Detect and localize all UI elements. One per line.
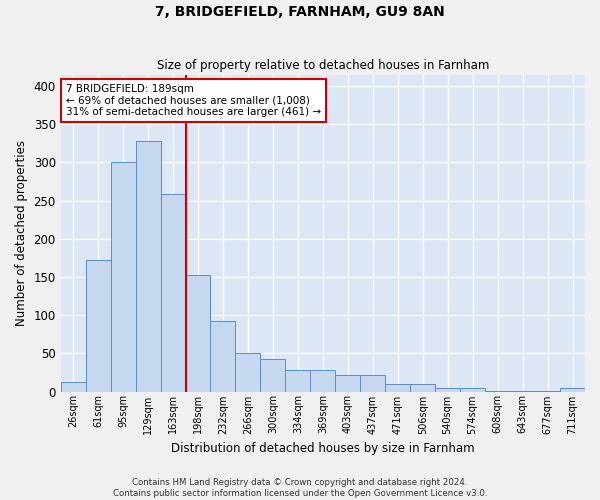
- Bar: [410, 384, 435, 392]
- Bar: [460, 388, 485, 392]
- Bar: [385, 384, 410, 392]
- Bar: [61, 382, 86, 392]
- Bar: [86, 260, 110, 392]
- Bar: [260, 358, 286, 392]
- Bar: [360, 376, 385, 392]
- Text: Contains HM Land Registry data © Crown copyright and database right 2024.
Contai: Contains HM Land Registry data © Crown c…: [113, 478, 487, 498]
- X-axis label: Distribution of detached houses by size in Farnham: Distribution of detached houses by size …: [171, 442, 475, 455]
- Bar: [161, 194, 185, 392]
- Bar: [110, 162, 136, 392]
- Text: 7 BRIDGEFIELD: 189sqm
← 69% of detached houses are smaller (1,008)
31% of semi-d: 7 BRIDGEFIELD: 189sqm ← 69% of detached …: [66, 84, 321, 117]
- Bar: [286, 370, 310, 392]
- Bar: [211, 321, 235, 392]
- Bar: [485, 391, 510, 392]
- Bar: [435, 388, 460, 392]
- Text: 7, BRIDGEFIELD, FARNHAM, GU9 8AN: 7, BRIDGEFIELD, FARNHAM, GU9 8AN: [155, 5, 445, 19]
- Bar: [136, 141, 161, 392]
- Bar: [185, 274, 211, 392]
- Bar: [335, 376, 360, 392]
- Bar: [310, 370, 335, 392]
- Bar: [535, 391, 560, 392]
- Bar: [510, 391, 535, 392]
- Bar: [235, 354, 260, 392]
- Y-axis label: Number of detached properties: Number of detached properties: [15, 140, 28, 326]
- Title: Size of property relative to detached houses in Farnham: Size of property relative to detached ho…: [157, 59, 489, 72]
- Bar: [560, 388, 585, 392]
